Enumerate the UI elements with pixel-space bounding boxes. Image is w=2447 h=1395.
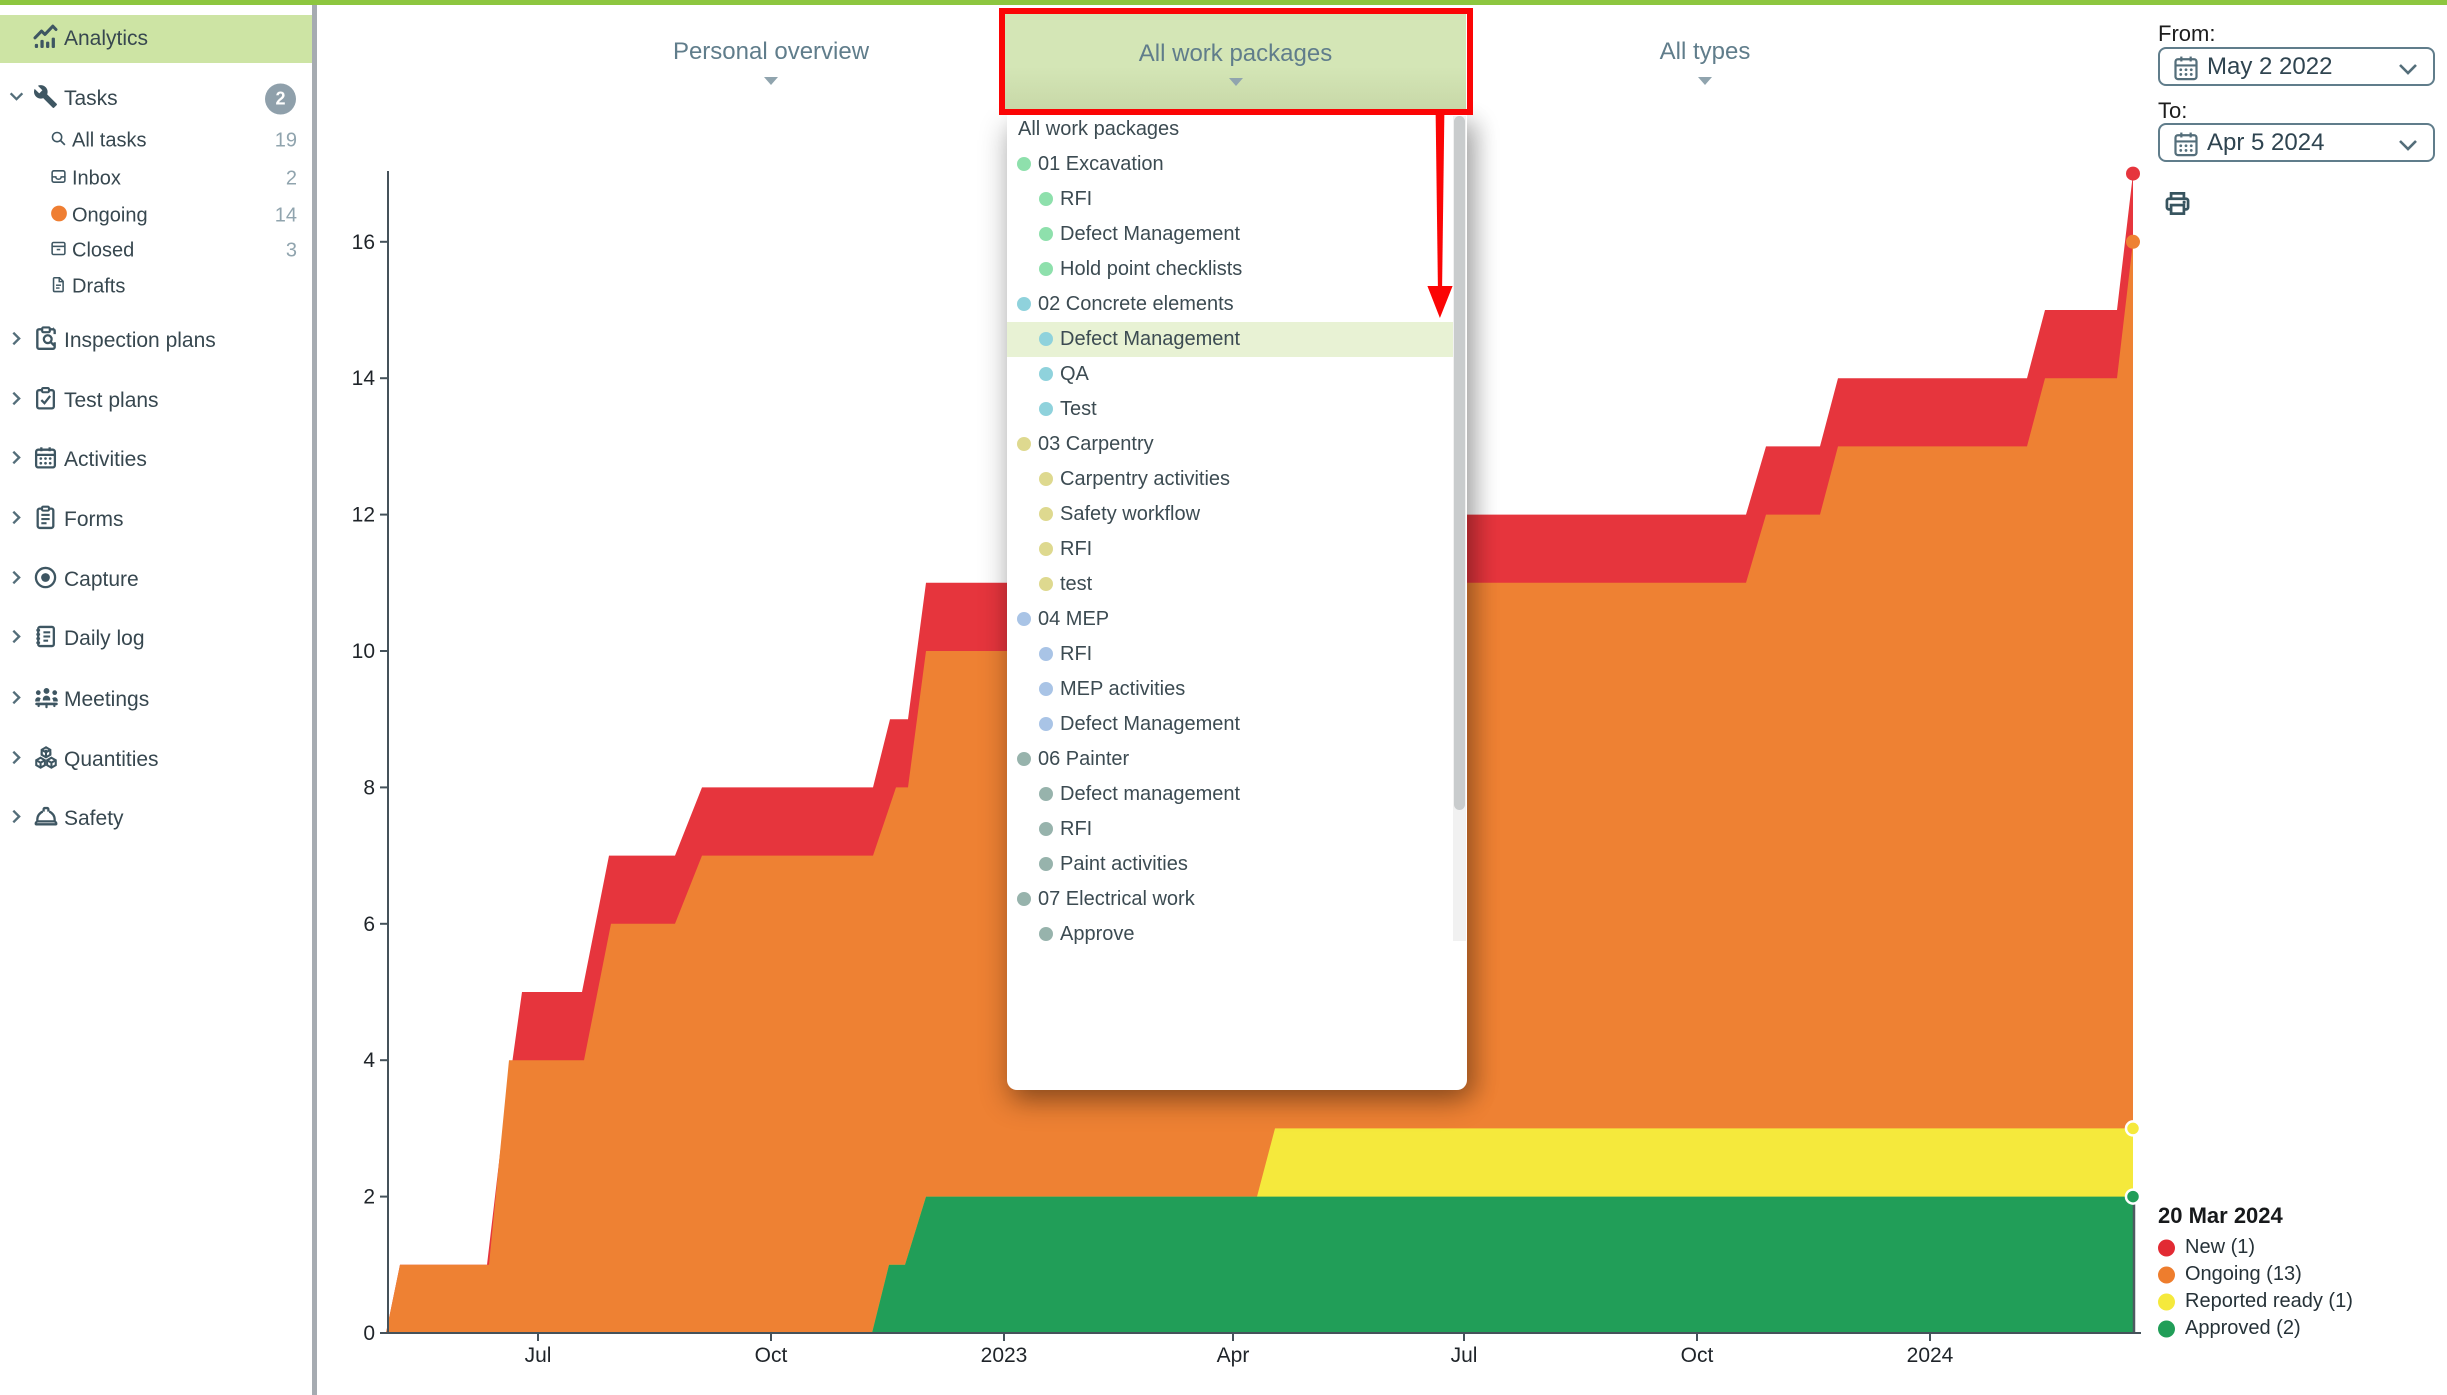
svg-text:Oct: Oct xyxy=(1681,1344,1714,1367)
svg-text:Jul: Jul xyxy=(525,1344,552,1367)
svg-text:4: 4 xyxy=(363,1049,375,1072)
svg-text:6: 6 xyxy=(363,913,375,936)
svg-text:8: 8 xyxy=(363,776,375,799)
svg-text:Jul: Jul xyxy=(1451,1344,1478,1367)
svg-text:10: 10 xyxy=(352,640,375,663)
svg-text:0: 0 xyxy=(363,1322,375,1345)
svg-text:12: 12 xyxy=(352,504,375,527)
svg-text:16: 16 xyxy=(352,231,375,254)
svg-text:2024: 2024 xyxy=(1907,1344,1954,1367)
svg-text:2: 2 xyxy=(363,1186,375,1209)
svg-text:2023: 2023 xyxy=(981,1344,1028,1367)
svg-text:Apr: Apr xyxy=(1217,1344,1250,1367)
svg-text:Oct: Oct xyxy=(755,1344,788,1367)
svg-text:14: 14 xyxy=(352,367,376,390)
